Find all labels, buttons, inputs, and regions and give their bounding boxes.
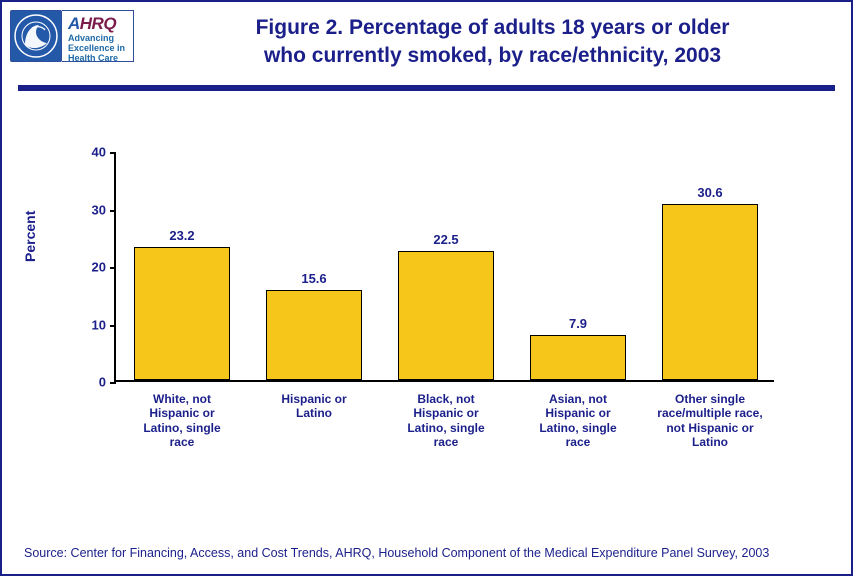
y-tick-label: 40 bbox=[76, 145, 106, 160]
hhs-seal-icon bbox=[10, 10, 62, 62]
figure-frame: AHRQ Advancing Excellence in Health Care… bbox=[0, 0, 853, 576]
category-label: White, notHispanic orLatino, singlerace bbox=[120, 392, 244, 450]
y-tick bbox=[110, 382, 116, 384]
bar bbox=[662, 204, 758, 380]
bar bbox=[134, 247, 230, 380]
figure-title-line2: who currently smoked, by race/ethnicity,… bbox=[164, 42, 821, 70]
bar-value-label: 7.9 bbox=[569, 316, 587, 331]
header-rule bbox=[18, 85, 835, 91]
ahrq-wordmark: AHRQ bbox=[68, 15, 125, 32]
y-tick bbox=[110, 267, 116, 269]
header: AHRQ Advancing Excellence in Health Care… bbox=[2, 2, 851, 81]
y-axis-label: Percent bbox=[22, 211, 38, 262]
ahrq-logo: AHRQ Advancing Excellence in Health Care bbox=[62, 10, 134, 62]
figure-title: Figure 2. Percentage of adults 18 years … bbox=[164, 14, 821, 71]
ahrq-tagline: Advancing Excellence in Health Care bbox=[68, 34, 125, 64]
category-label: Asian, notHispanic orLatino, singlerace bbox=[516, 392, 640, 450]
y-tick bbox=[110, 152, 116, 154]
bar bbox=[530, 335, 626, 380]
category-label: Black, notHispanic orLatino, singlerace bbox=[384, 392, 508, 450]
y-tick bbox=[110, 325, 116, 327]
y-tick-label: 10 bbox=[76, 317, 106, 332]
bar-value-label: 22.5 bbox=[433, 232, 458, 247]
bar-value-label: 30.6 bbox=[697, 185, 722, 200]
source-note: Source: Center for Financing, Access, an… bbox=[24, 546, 769, 560]
bar bbox=[398, 251, 494, 380]
figure-title-line1: Figure 2. Percentage of adults 18 years … bbox=[164, 14, 821, 42]
plot-area: 01020304023.2White, notHispanic orLatino… bbox=[114, 152, 774, 382]
bar-chart: Percent 01020304023.2White, notHispanic … bbox=[74, 152, 804, 492]
bar-value-label: 23.2 bbox=[169, 228, 194, 243]
bar-value-label: 15.6 bbox=[301, 271, 326, 286]
y-tick bbox=[110, 210, 116, 212]
y-tick-label: 20 bbox=[76, 260, 106, 275]
y-tick-label: 30 bbox=[76, 202, 106, 217]
y-tick-label: 0 bbox=[76, 375, 106, 390]
category-label: Other singlerace/multiple race,not Hispa… bbox=[648, 392, 772, 450]
category-label: Hispanic orLatino bbox=[252, 392, 376, 421]
logo-group: AHRQ Advancing Excellence in Health Care bbox=[10, 10, 134, 62]
bar bbox=[266, 290, 362, 380]
